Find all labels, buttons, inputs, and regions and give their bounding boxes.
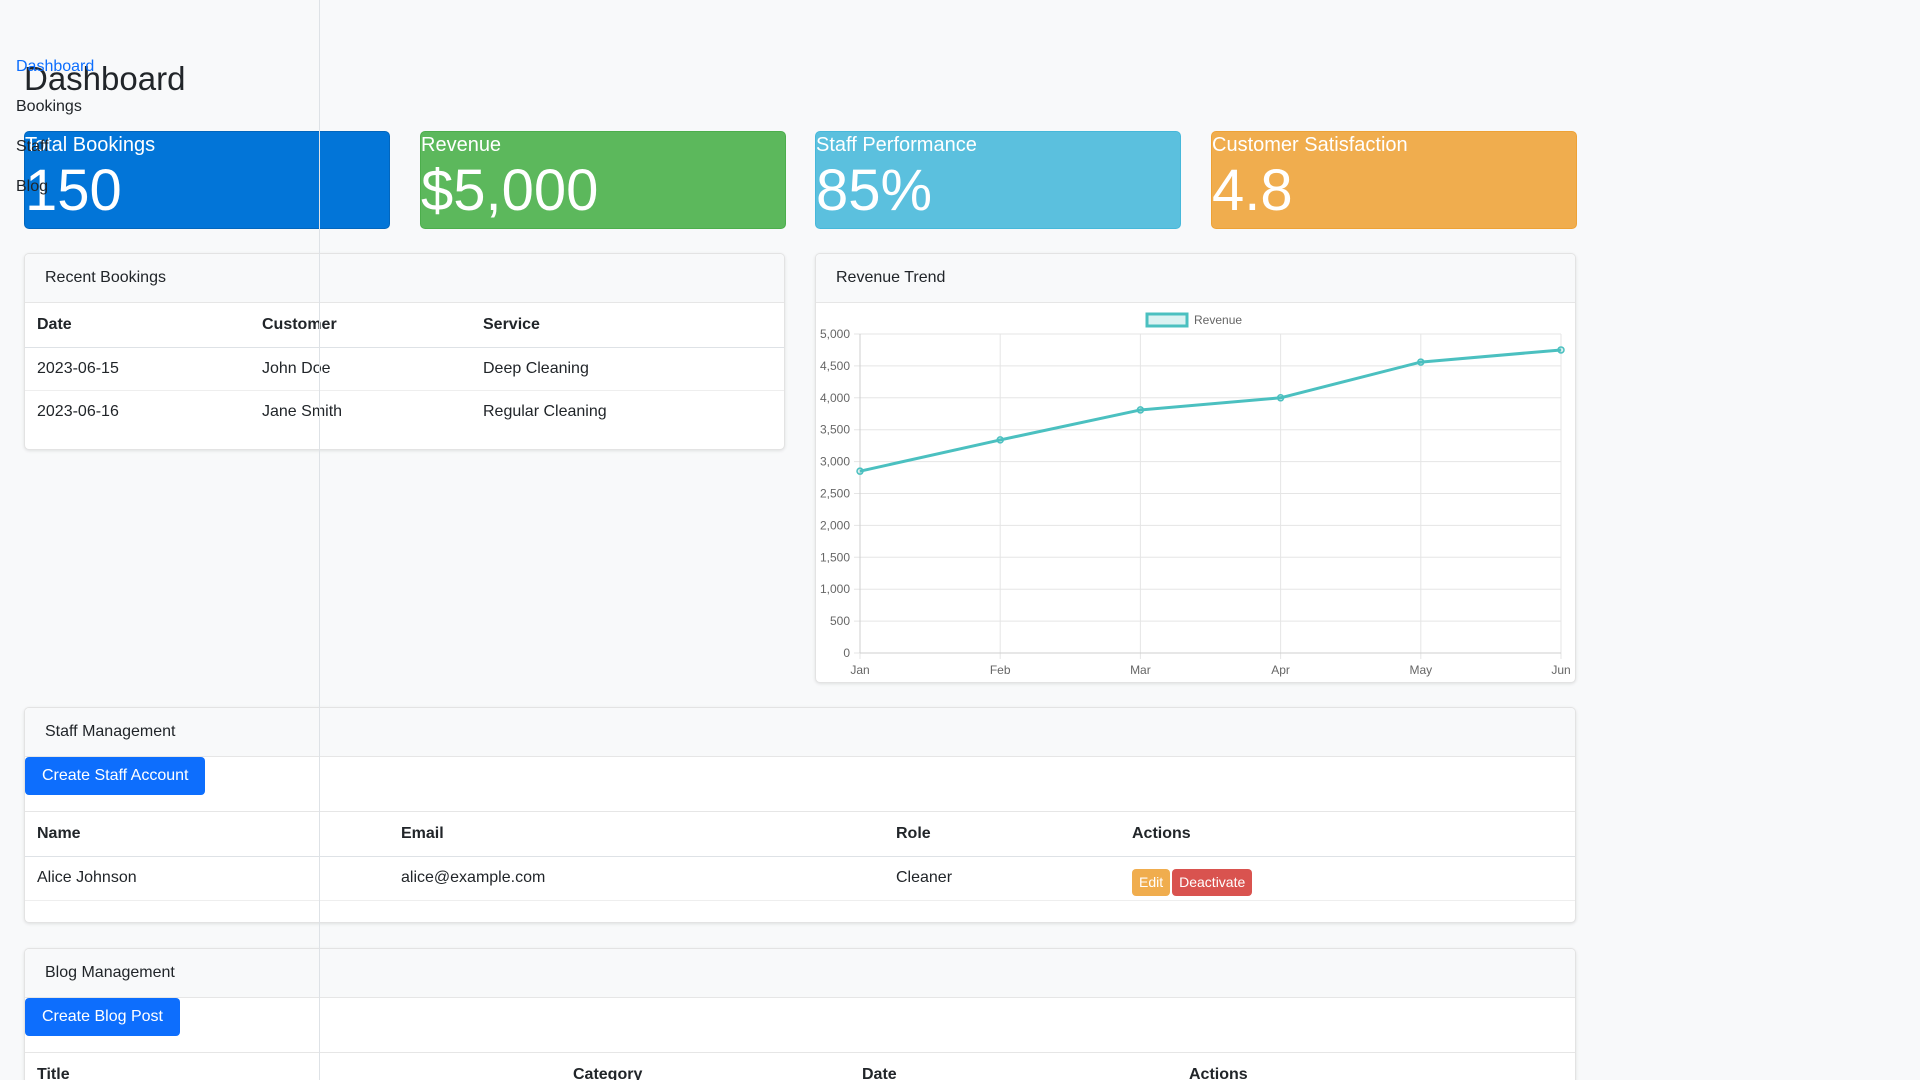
y-tick-label: 2,000 <box>820 518 850 532</box>
revenue-data-point <box>1557 346 1565 354</box>
y-tick-label: 4,500 <box>820 359 850 373</box>
booking-service: Regular Cleaning <box>483 402 607 420</box>
booking-customer: John Doe <box>250 347 471 391</box>
revenue-trend-card: Revenue Trend 0 500 1,000 1,500 2,000 2,500 3,… <box>815 253 1576 683</box>
stat-label: Revenue <box>421 134 502 156</box>
stat-card-staff-performance: Staff Performance 85% <box>815 131 1181 229</box>
x-tick-label: May <box>1409 663 1432 677</box>
deactivate-button[interactable]: Deactivate <box>1172 868 1253 896</box>
stat-card-revenue: Revenue $5,000 <box>420 131 786 229</box>
stat-value: 85% <box>816 158 933 223</box>
booking-date: 2023-06-16 <box>37 402 119 420</box>
staff-table: Name Email Role Actions Alice Johnson al… <box>25 812 1575 901</box>
y-tick-label: 3,500 <box>820 423 850 437</box>
blog-table: Title Category Date Actions <box>25 1053 1575 1080</box>
staff-management-card: Staff Management Create Staff Account Na… <box>24 707 1576 923</box>
column-header-service: Service <box>471 303 784 348</box>
stat-card-customer-satisfaction: Customer Satisfaction 4.8 <box>1211 131 1577 229</box>
table-header-row: Name Email Role Actions <box>25 812 1575 857</box>
recent-bookings-card: Recent Bookings Date Customer Service 20… <box>24 253 785 450</box>
staff-toolbar: Create Staff Account <box>25 757 1575 812</box>
table-row[interactable]: Alice Johnson alice@example.com Cleaner … <box>25 856 1575 901</box>
revenue-data-point <box>996 436 1004 444</box>
column-header-name: Name <box>25 812 389 857</box>
column-header-title: Title <box>25 1053 561 1080</box>
column-header-date: Date <box>850 1053 1177 1080</box>
revenue-data-point <box>1276 394 1285 402</box>
column-header-role: Role <box>884 812 1120 857</box>
y-tick-label: 5,000 <box>820 327 850 341</box>
card-header: Revenue Trend <box>816 254 1575 303</box>
staff-name: Alice Johnson <box>25 856 389 901</box>
nav-link-blog[interactable]: Blog <box>16 178 49 195</box>
staff-email: alice@example.com <box>389 856 884 901</box>
page-title: Dashboard <box>24 60 186 97</box>
card-header: Recent Bookings <box>25 254 784 303</box>
booking-customer: Jane Smith <box>262 402 343 420</box>
revenue-data-point <box>1417 358 1425 366</box>
y-tick-label: 4,000 <box>820 391 850 405</box>
revenue-line-chart: 0 500 1,000 1,500 2,000 2,500 3,000 3,500 4,000 4… <box>820 312 1571 677</box>
table-row[interactable]: 2023-06-15 John Doe Deep Cleaning <box>25 347 784 391</box>
revenue-series-line <box>859 348 1562 473</box>
column-header-customer: Customer <box>250 303 471 348</box>
card-header: Blog Management <box>25 949 1575 998</box>
blog-toolbar: Create Blog Post <box>25 998 1575 1053</box>
table-row[interactable]: 2023-06-16 Jane Smith Regular Cleaning <box>25 390 784 433</box>
column-header-email: Email <box>389 812 884 857</box>
recent-bookings-table: Date Customer Service 2023-06-15 John Do… <box>25 303 784 433</box>
staff-actions: Edit Deactivate <box>1120 856 1575 901</box>
column-header-actions: Actions <box>1120 812 1575 857</box>
column-header-actions: Actions <box>1177 1053 1575 1080</box>
y-tick-label: 1,500 <box>820 550 850 564</box>
nav-link-staff[interactable]: Staff <box>16 138 49 155</box>
y-tick-label: 500 <box>830 614 850 628</box>
x-tick-label: Jun <box>1551 663 1570 677</box>
x-tick-label: Apr <box>1271 663 1290 677</box>
stat-value: 150 <box>25 158 122 223</box>
stat-label: Total Bookings <box>25 134 156 156</box>
legend-label: Revenue <box>1194 313 1242 327</box>
x-tick-label: Feb <box>990 663 1011 677</box>
stat-label: Customer Satisfaction <box>1212 134 1408 156</box>
table-header-row: Title Category Date Actions <box>25 1053 1575 1080</box>
create-staff-account-button[interactable]: Create Staff Account <box>25 757 206 795</box>
stat-value: 4.8 <box>1212 158 1293 223</box>
stat-value: $5,000 <box>421 158 599 223</box>
nav-link-bookings[interactable]: Bookings <box>16 98 82 115</box>
y-tick-label: 3,000 <box>820 455 850 469</box>
table-header-row: Date Customer Service <box>25 303 784 348</box>
booking-date: 2023-06-15 <box>25 347 250 391</box>
create-blog-post-button[interactable]: Create Blog Post <box>25 998 180 1036</box>
legend-swatch <box>1145 312 1189 328</box>
y-tick-label: 0 <box>843 646 850 660</box>
y-tick-label: 2,500 <box>820 487 850 501</box>
stat-card-total-bookings: Total Bookings 150 <box>24 131 390 229</box>
revenue-data-point <box>856 467 864 475</box>
y-tick-label: 1,000 <box>820 582 850 596</box>
column-header-date: Date <box>25 303 250 348</box>
stat-label: Staff Performance <box>816 134 977 156</box>
nav-link-dashboard[interactable]: Dashboard <box>16 58 95 75</box>
sidebar: Dashboard Bookings Staff Blog <box>0 0 320 1080</box>
x-tick-label: Mar <box>1130 663 1151 677</box>
column-header-category: Category <box>561 1053 850 1080</box>
booking-service: Deep Cleaning <box>471 347 784 391</box>
card-header: Staff Management <box>25 708 1575 757</box>
blog-management-card: Blog Management Create Blog Post Title C… <box>24 948 1576 1080</box>
edit-button[interactable]: Edit <box>1132 868 1171 896</box>
staff-role: Cleaner <box>884 856 1120 901</box>
x-tick-label: Jan <box>850 663 869 677</box>
revenue-data-point <box>1136 406 1145 414</box>
